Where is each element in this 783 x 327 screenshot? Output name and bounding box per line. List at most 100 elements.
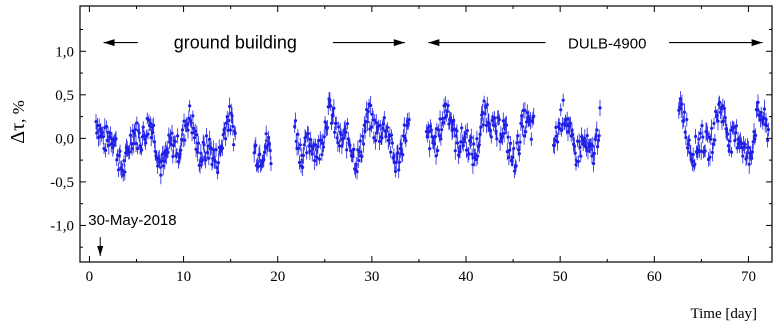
data-point <box>385 125 390 129</box>
y-axis-label-symbol: Δτ <box>7 123 29 144</box>
data-point <box>561 98 565 102</box>
data-point <box>740 145 744 150</box>
data-point <box>750 150 755 154</box>
data-point <box>268 149 272 153</box>
data-point <box>480 110 485 114</box>
x-tick-label: 10 <box>176 269 191 285</box>
annotation-arrowhead-right <box>751 39 763 47</box>
data-point <box>439 137 443 141</box>
data-point <box>553 138 557 142</box>
data-point <box>443 116 447 120</box>
data-point <box>474 157 478 162</box>
data-point <box>114 137 118 141</box>
data-layer <box>94 91 771 185</box>
data-point <box>134 141 138 145</box>
data-point <box>434 154 438 158</box>
data-point <box>500 134 505 139</box>
data-point <box>515 141 519 145</box>
data-point <box>345 122 350 126</box>
data-point <box>756 100 760 104</box>
data-point <box>372 136 376 140</box>
data-point <box>402 123 406 127</box>
data-point <box>226 128 230 132</box>
data-point <box>161 164 165 168</box>
data-point <box>444 102 448 106</box>
data-point <box>555 140 560 144</box>
data-point <box>703 149 707 153</box>
data-point <box>460 126 464 130</box>
data-point <box>685 117 689 122</box>
data-point <box>214 148 218 152</box>
data-point <box>585 134 589 138</box>
data-point <box>476 154 480 158</box>
data-point <box>131 129 135 133</box>
annotation-label: ground building <box>174 33 297 53</box>
data-point <box>436 149 440 153</box>
x-tick-label: 60 <box>647 269 662 285</box>
x-tick-label: 70 <box>741 269 756 285</box>
data-point <box>308 149 312 153</box>
data-point <box>339 132 343 137</box>
data-point <box>559 108 563 112</box>
y-tick-label: 0,0 <box>55 131 74 147</box>
data-point <box>298 143 302 147</box>
data-point <box>571 133 575 137</box>
data-point <box>591 144 595 148</box>
data-point <box>329 104 333 108</box>
data-point <box>320 153 324 157</box>
data-point <box>706 132 710 136</box>
data-point <box>137 131 141 135</box>
data-point <box>484 123 489 127</box>
data-point <box>730 150 734 154</box>
data-point <box>254 143 258 147</box>
data-point <box>179 148 183 152</box>
data-point <box>304 135 308 139</box>
data-point <box>190 131 194 135</box>
data-point <box>693 134 698 139</box>
data-point <box>315 155 319 160</box>
data-point <box>682 110 686 114</box>
data-point <box>141 125 145 129</box>
data-point <box>709 137 713 141</box>
data-point <box>94 120 98 124</box>
data-point <box>146 132 150 136</box>
data-point <box>258 152 262 156</box>
data-point <box>173 140 177 144</box>
data-point <box>452 127 457 132</box>
data-point <box>104 124 109 129</box>
data-point <box>495 137 499 141</box>
data-point <box>453 149 457 153</box>
data-point <box>713 138 717 142</box>
data-point <box>357 158 361 163</box>
data-point <box>523 108 527 112</box>
data-point <box>170 131 174 135</box>
data-point <box>522 134 526 138</box>
data-point <box>332 106 336 110</box>
data-point <box>227 118 231 123</box>
data-point <box>718 100 722 104</box>
data-point <box>722 119 726 123</box>
data-point <box>365 120 370 124</box>
data-point <box>216 161 221 165</box>
data-point <box>180 128 185 132</box>
data-point <box>751 140 755 144</box>
data-point <box>252 151 256 155</box>
plot-frame <box>79 5 773 263</box>
data-point <box>684 135 688 140</box>
data-point <box>584 146 588 150</box>
data-point <box>425 134 429 139</box>
data-point <box>512 146 516 151</box>
data-point <box>525 111 529 115</box>
data-point <box>135 121 139 125</box>
data-point <box>722 106 727 111</box>
data-point <box>230 114 234 118</box>
data-point <box>183 138 187 142</box>
data-point <box>516 134 520 138</box>
data-point <box>759 110 763 115</box>
data-point <box>597 134 601 138</box>
data-point <box>334 121 338 125</box>
data-point <box>132 142 136 146</box>
data-point <box>171 154 175 159</box>
data-point <box>456 141 460 145</box>
data-point <box>319 138 323 142</box>
